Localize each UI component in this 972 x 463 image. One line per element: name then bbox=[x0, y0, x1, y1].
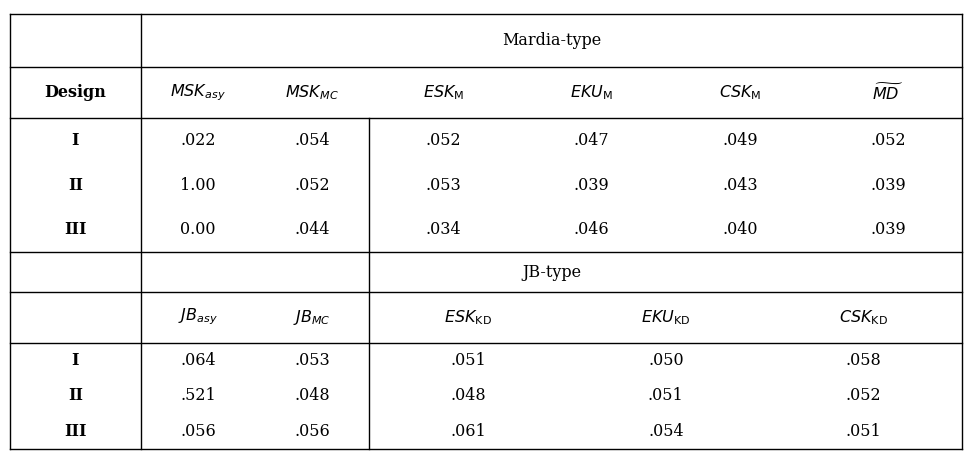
Text: .061: .061 bbox=[450, 423, 486, 440]
Text: Mardia-type: Mardia-type bbox=[502, 32, 602, 49]
Text: .051: .051 bbox=[846, 423, 882, 440]
Text: $JB_{MC}$: $JB_{MC}$ bbox=[294, 307, 331, 327]
Text: $\widetilde{MD}$: $\widetilde{MD}$ bbox=[872, 82, 904, 103]
Text: .043: .043 bbox=[722, 177, 758, 194]
Text: .521: .521 bbox=[180, 388, 216, 404]
Text: .039: .039 bbox=[870, 221, 906, 238]
Text: .052: .052 bbox=[426, 132, 462, 149]
Text: .048: .048 bbox=[450, 388, 486, 404]
Text: .046: .046 bbox=[573, 221, 609, 238]
Text: .039: .039 bbox=[870, 177, 906, 194]
Text: I: I bbox=[72, 132, 79, 149]
Text: II: II bbox=[68, 388, 83, 404]
Text: .049: .049 bbox=[722, 132, 758, 149]
Text: .051: .051 bbox=[450, 352, 486, 369]
Text: .058: .058 bbox=[846, 352, 882, 369]
Text: $ESK_{\mathrm{M}}$: $ESK_{\mathrm{M}}$ bbox=[423, 83, 465, 102]
Text: JB-type: JB-type bbox=[522, 263, 581, 281]
Text: $EKU_{\mathrm{KD}}$: $EKU_{\mathrm{KD}}$ bbox=[642, 308, 690, 326]
Text: .044: .044 bbox=[295, 221, 330, 238]
Text: I: I bbox=[72, 352, 79, 369]
Text: $ESK_{\mathrm{KD}}$: $ESK_{\mathrm{KD}}$ bbox=[444, 308, 492, 326]
Text: .052: .052 bbox=[295, 177, 330, 194]
Text: .052: .052 bbox=[846, 388, 882, 404]
Text: $JB_{asy}$: $JB_{asy}$ bbox=[178, 307, 218, 327]
Text: .053: .053 bbox=[426, 177, 462, 194]
Text: II: II bbox=[68, 177, 83, 194]
Text: 0.00: 0.00 bbox=[180, 221, 216, 238]
Text: III: III bbox=[64, 221, 87, 238]
Text: .054: .054 bbox=[295, 132, 330, 149]
Text: .050: .050 bbox=[648, 352, 683, 369]
Text: .054: .054 bbox=[648, 423, 683, 440]
Text: .047: .047 bbox=[573, 132, 609, 149]
Text: $MSK_{MC}$: $MSK_{MC}$ bbox=[286, 83, 339, 102]
Text: .022: .022 bbox=[180, 132, 216, 149]
Text: .056: .056 bbox=[295, 423, 330, 440]
Text: .040: .040 bbox=[722, 221, 758, 238]
Text: $MSK_{asy}$: $MSK_{asy}$ bbox=[170, 82, 226, 103]
Text: $EKU_{\mathrm{M}}$: $EKU_{\mathrm{M}}$ bbox=[571, 83, 613, 102]
Text: .048: .048 bbox=[295, 388, 330, 404]
Text: .053: .053 bbox=[295, 352, 330, 369]
Text: .056: .056 bbox=[180, 423, 216, 440]
Text: III: III bbox=[64, 423, 87, 440]
Text: .052: .052 bbox=[870, 132, 906, 149]
Text: $CSK_{\mathrm{KD}}$: $CSK_{\mathrm{KD}}$ bbox=[839, 308, 888, 326]
Text: .039: .039 bbox=[573, 177, 609, 194]
Text: 1.00: 1.00 bbox=[180, 177, 216, 194]
Text: .051: .051 bbox=[648, 388, 683, 404]
Text: .064: .064 bbox=[180, 352, 216, 369]
Text: Design: Design bbox=[45, 84, 106, 101]
Text: .034: .034 bbox=[426, 221, 462, 238]
Text: $CSK_{\mathrm{M}}$: $CSK_{\mathrm{M}}$ bbox=[718, 83, 761, 102]
